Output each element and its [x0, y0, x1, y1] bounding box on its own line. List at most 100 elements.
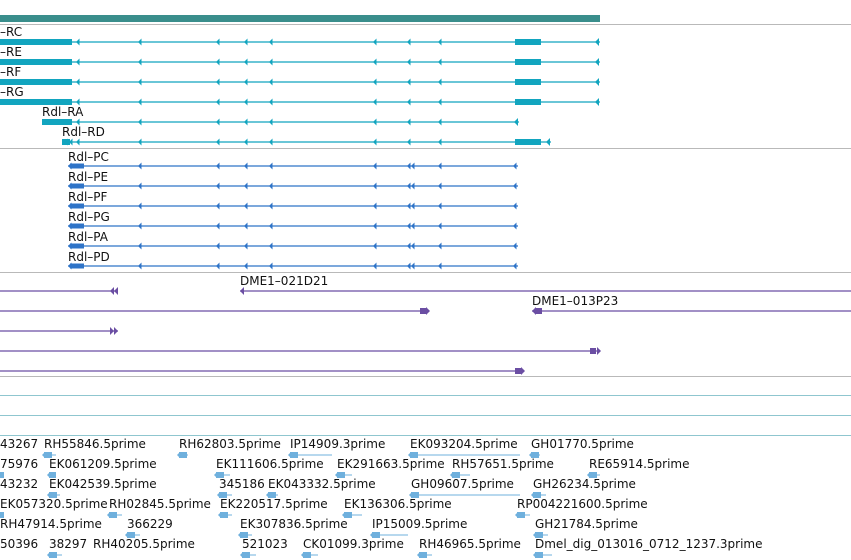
est-feature[interactable]	[515, 512, 530, 518]
est-label[interactable]: RH57651.5prime	[452, 457, 554, 471]
est-label[interactable]: GH26234.5prime	[533, 477, 636, 491]
transcript-feature[interactable]: –RG	[0, 85, 600, 106]
est-feature[interactable]	[107, 512, 122, 518]
est-feature[interactable]	[529, 452, 540, 458]
transcript-feature[interactable]: –RE	[0, 45, 600, 66]
est-label[interactable]: EK043332.5prime	[268, 477, 376, 491]
est-label[interactable]: 43267	[0, 437, 38, 451]
est-label[interactable]: EK061209.5prime	[49, 457, 157, 471]
protein-feature[interactable]: Rdl–PD	[68, 250, 518, 270]
protein-feature[interactable]: Rdl–PE	[68, 170, 518, 190]
est-label[interactable]: 43232	[0, 477, 38, 491]
protein-feature[interactable]: Rdl–PC	[68, 150, 518, 170]
transcript-feature[interactable]: Rdl–RD	[62, 125, 551, 146]
est-label[interactable]: 366229	[127, 517, 173, 531]
clone-feature[interactable]	[0, 347, 601, 355]
transcript-label[interactable]: –RG	[0, 85, 24, 99]
est-feature[interactable]	[240, 552, 256, 558]
est-feature[interactable]	[288, 452, 332, 458]
protein-feature[interactable]: Rdl–PF	[68, 190, 518, 210]
clone-label[interactable]: DME1–013P23	[532, 294, 618, 308]
est-feature[interactable]	[417, 552, 432, 558]
transcript-label[interactable]: –RF	[0, 65, 21, 79]
protein-label[interactable]: Rdl–PD	[68, 250, 110, 264]
est-feature[interactable]	[450, 472, 470, 478]
est-label[interactable]: RP004221600.5prime	[517, 497, 648, 511]
est-feature[interactable]	[177, 452, 188, 458]
est-label[interactable]: GH09607.5prime	[411, 477, 514, 491]
est-label[interactable]: RH46965.5prime	[419, 537, 521, 551]
est-feature[interactable]	[218, 512, 232, 518]
est-feature[interactable]	[238, 532, 252, 538]
transcript-label[interactable]: –RE	[0, 45, 22, 59]
clone-feature[interactable]	[0, 307, 430, 315]
est-label[interactable]: RH02845.5prime	[109, 497, 211, 511]
est-label[interactable]: 50396	[0, 537, 38, 551]
est-feature[interactable]	[47, 472, 56, 478]
protein-label[interactable]: Rdl–PC	[68, 150, 109, 164]
est-feature[interactable]	[217, 492, 232, 498]
est-feature[interactable]	[342, 512, 362, 518]
est-label[interactable]: RH62803.5prime	[179, 437, 281, 451]
est-label[interactable]: 38297	[49, 537, 87, 551]
est-label[interactable]: GH21784.5prime	[535, 517, 638, 531]
est-label[interactable]: 75976	[0, 457, 38, 471]
est-feature[interactable]	[533, 552, 552, 558]
transcript-label[interactable]: –RC	[0, 25, 22, 39]
strand-arrow-icon	[373, 118, 377, 126]
est-label[interactable]: GH01770.5prime	[531, 437, 634, 451]
est-feature[interactable]	[587, 472, 600, 478]
est-feature[interactable]	[533, 532, 548, 538]
est-label[interactable]: EK111606.5prime	[216, 457, 324, 471]
est-label[interactable]: EK042539.5prime	[49, 477, 157, 491]
clone-feature[interactable]: DME1–013P23	[532, 294, 851, 315]
clone-label[interactable]: DME1–021D21	[240, 274, 328, 288]
protein-label[interactable]: Rdl–PG	[68, 210, 110, 224]
est-label[interactable]: RH55846.5prime	[44, 437, 146, 451]
protein-label[interactable]: Rdl–PA	[68, 230, 109, 244]
est-label[interactable]: EK057320.5prime	[0, 497, 108, 511]
clone-feature[interactable]	[0, 327, 118, 335]
clone-feature[interactable]	[0, 287, 118, 295]
est-label[interactable]: RH40205.5prime	[93, 537, 195, 551]
est-label[interactable]: 345186	[219, 477, 265, 491]
est-feature[interactable]	[266, 492, 278, 498]
est-feature[interactable]	[47, 552, 62, 558]
protein-label[interactable]: Rdl–PE	[68, 170, 108, 184]
est-feature[interactable]	[47, 492, 60, 498]
strand-arrow-icon	[114, 327, 118, 335]
est-label[interactable]: EK093204.5prime	[410, 437, 518, 451]
est-label[interactable]: RE65914.5prime	[589, 457, 690, 471]
est-label[interactable]: IP15009.5prime	[372, 517, 467, 531]
transcript-label[interactable]: Rdl–RA	[42, 105, 84, 119]
est-feature[interactable]	[531, 492, 546, 498]
est-feature[interactable]	[214, 472, 230, 478]
est-feature[interactable]	[125, 532, 140, 538]
clone-feature[interactable]	[0, 367, 525, 375]
transcript-feature[interactable]: Rdl–RA	[42, 105, 519, 126]
est-label[interactable]: Dmel_dig_013016_0712_1237.3prime	[535, 537, 763, 551]
est-label[interactable]: EK136306.5prime	[344, 497, 452, 511]
protein-feature[interactable]: Rdl–PG	[68, 210, 518, 230]
transcript-label[interactable]: Rdl–RD	[62, 125, 105, 139]
est-label[interactable]: EK220517.5prime	[220, 497, 328, 511]
protein-feature[interactable]: Rdl–PA	[68, 230, 518, 250]
est-label[interactable]: RH47914.5prime	[0, 517, 102, 531]
est-feature[interactable]	[0, 512, 4, 518]
est-label[interactable]: IP14909.3prime	[290, 437, 385, 451]
est-feature[interactable]	[335, 472, 352, 478]
est-feature[interactable]	[42, 452, 56, 458]
clone-feature[interactable]: DME1–021D21	[240, 274, 851, 295]
est-feature[interactable]	[408, 452, 520, 458]
transcript-feature[interactable]: –RC	[0, 25, 600, 46]
est-feature[interactable]	[409, 492, 520, 498]
est-label[interactable]: 521023	[242, 537, 288, 551]
est-feature[interactable]	[370, 532, 408, 538]
protein-label[interactable]: Rdl–PF	[68, 190, 108, 204]
est-label[interactable]: CK01099.3prime	[303, 537, 404, 551]
transcript-feature[interactable]: –RF	[0, 65, 600, 86]
est-label[interactable]: EK307836.5prime	[240, 517, 348, 531]
est-feature[interactable]	[0, 472, 4, 478]
est-feature[interactable]	[301, 552, 318, 558]
est-label[interactable]: EK291663.5prime	[337, 457, 445, 471]
